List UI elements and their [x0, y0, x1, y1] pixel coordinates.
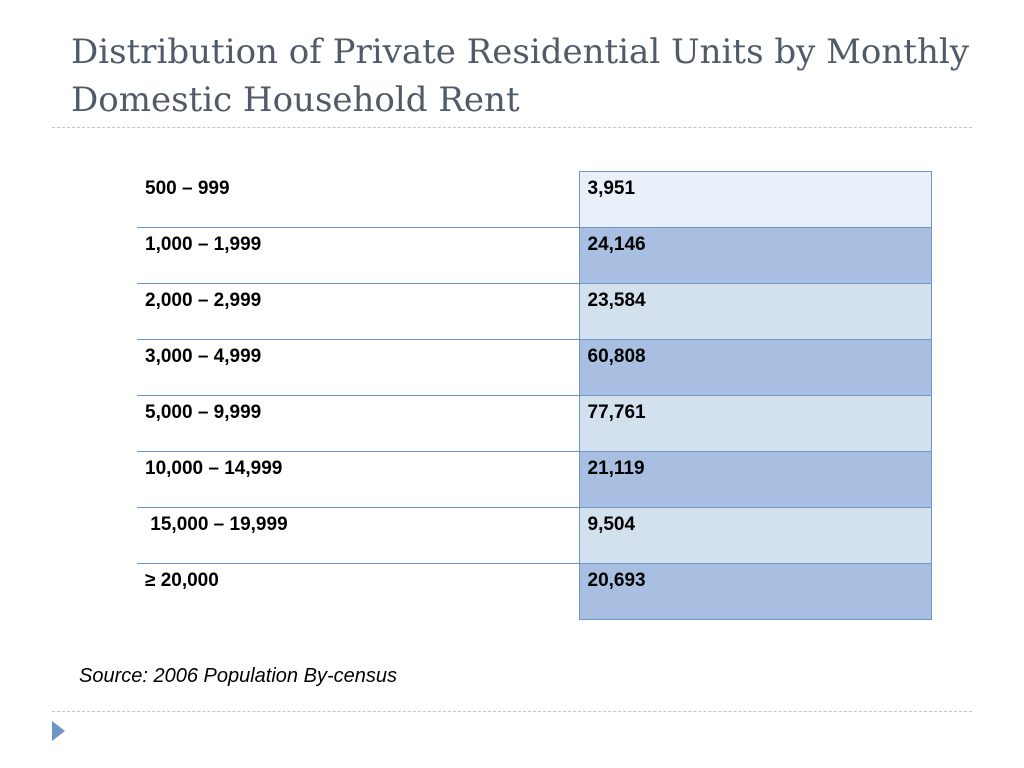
- arrow-icon: [52, 721, 65, 741]
- top-divider: [52, 127, 972, 128]
- table-row: 3,000 – 4,999 60,808: [137, 339, 932, 396]
- bottom-divider: [52, 711, 972, 712]
- source-note: Source: 2006 Population By-census: [79, 665, 397, 687]
- rent-range-cell: 15,000 – 19,999: [137, 507, 579, 564]
- units-cell: 60,808: [578, 339, 932, 396]
- units-cell: 23,584: [578, 283, 932, 340]
- table-row: 2,000 – 2,999 23,584: [137, 283, 932, 340]
- table-row: 5,000 – 9,999 77,761: [137, 395, 932, 452]
- rent-range-cell: 5,000 – 9,999: [137, 395, 579, 452]
- units-cell: 9,504: [578, 507, 932, 564]
- units-cell: 24,146: [578, 227, 932, 284]
- rent-range-cell: 1,000 – 1,999: [137, 227, 579, 284]
- rent-range-cell: 500 – 999: [137, 171, 579, 228]
- units-cell: 3,951: [578, 171, 932, 228]
- rent-distribution-table: 500 – 999 3,951 1,000 – 1,999 24,146 2,0…: [137, 171, 932, 620]
- table-row: 1,000 – 1,999 24,146: [137, 227, 932, 284]
- table-row: 10,000 – 14,999 21,119: [137, 451, 932, 508]
- units-cell: 20,693: [578, 563, 932, 620]
- rent-range-cell: ≥ 20,000: [137, 563, 579, 620]
- table-row: 15,000 – 19,999 9,504: [137, 507, 932, 564]
- rent-range-cell: 3,000 – 4,999: [137, 339, 579, 396]
- units-cell: 21,119: [578, 451, 932, 508]
- table-row: 500 – 999 3,951: [137, 171, 932, 228]
- units-cell: 77,761: [578, 395, 932, 452]
- rent-range-cell: 10,000 – 14,999: [137, 451, 579, 508]
- rent-range-cell: 2,000 – 2,999: [137, 283, 579, 340]
- slide-title: Distribution of Private Residential Unit…: [71, 32, 969, 120]
- table-row: ≥ 20,000 20,693: [137, 563, 932, 620]
